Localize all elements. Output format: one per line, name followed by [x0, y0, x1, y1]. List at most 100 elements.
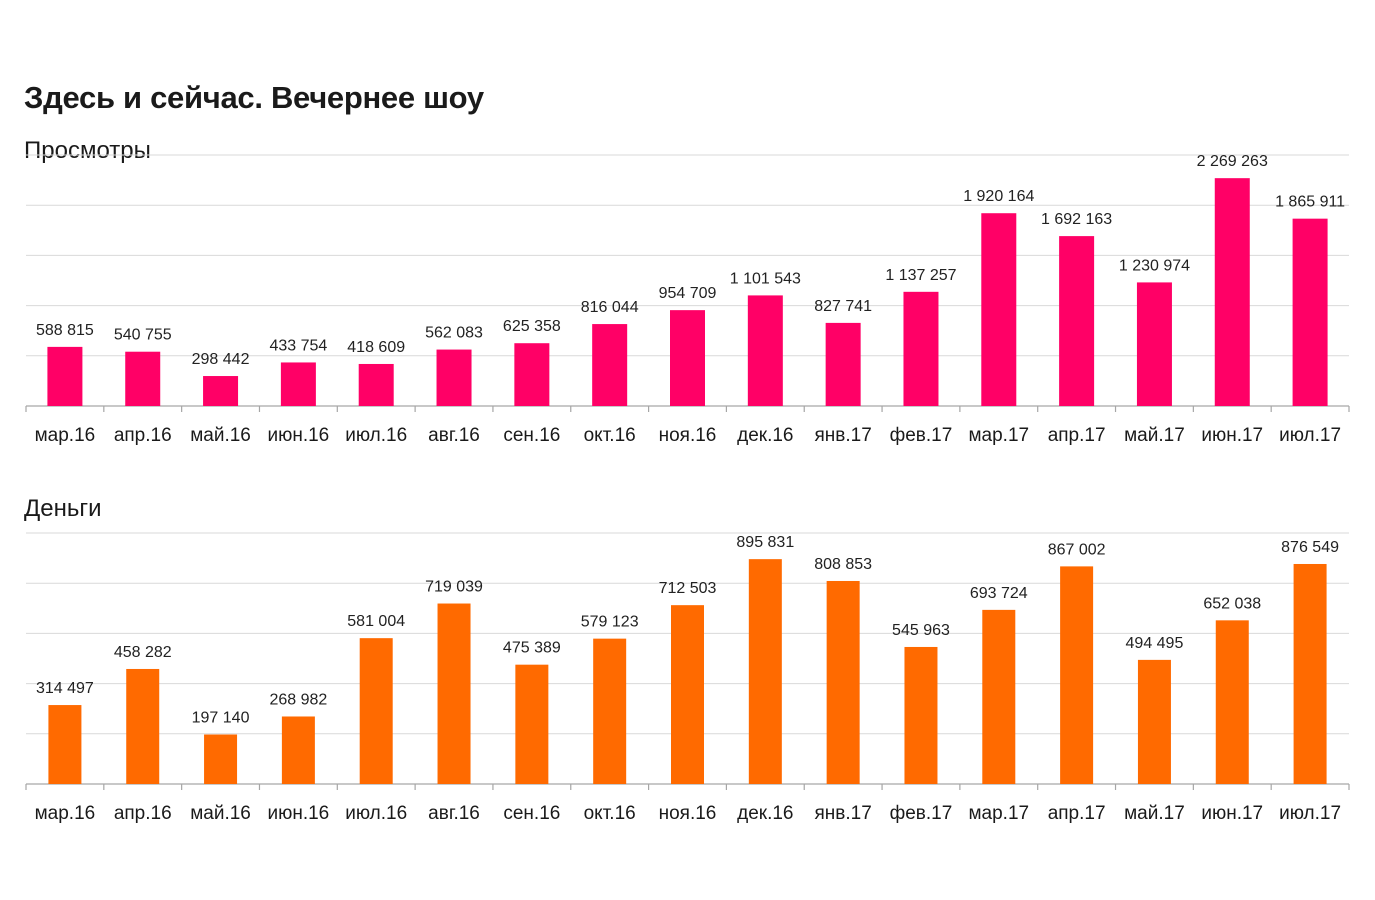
money-category-label: янв.17	[814, 803, 871, 824]
views-value-label: 433 754	[269, 337, 327, 354]
money-category-label: окт.16	[584, 803, 636, 824]
views-value-label: 625 358	[503, 318, 561, 335]
money-category-label: фев.17	[890, 803, 953, 824]
views-category-label: окт.16	[584, 425, 636, 446]
views-value-label: 954 709	[659, 285, 717, 302]
views-bar	[825, 322, 861, 406]
views-value-label: 1 230 974	[1119, 257, 1190, 274]
views-bar	[1214, 178, 1250, 406]
views-value-label: 562 083	[425, 325, 483, 342]
money-value-label: 895 831	[736, 534, 794, 551]
money-value-label: 475 389	[503, 640, 561, 657]
money-value-label: 494 495	[1126, 635, 1184, 652]
views-bar	[358, 363, 394, 406]
money-bar	[515, 664, 549, 784]
views-bar	[670, 310, 705, 406]
money-value-label: 579 123	[581, 614, 639, 631]
money-category-label: июл.16	[345, 803, 407, 824]
money-value-label: 693 724	[970, 585, 1028, 602]
money-value-label: 458 282	[114, 644, 172, 661]
money-bar	[671, 605, 704, 784]
views-category-label: апр.16	[114, 425, 172, 446]
money-category-label: авг.16	[428, 803, 480, 824]
money-category-label: мар.17	[968, 803, 1029, 824]
views-category-label: июл.16	[345, 425, 407, 446]
views-bar	[903, 291, 939, 406]
views-category-label: дек.16	[737, 425, 793, 446]
views-chart-title: Просмотры	[24, 137, 151, 164]
money-bar	[204, 734, 238, 784]
money-value-label: 876 549	[1281, 539, 1339, 556]
views-category-label: ноя.16	[659, 425, 717, 446]
views-value-label: 298 442	[192, 351, 250, 368]
money-category-label: апр.16	[114, 803, 172, 824]
views-bar-chart: 588 815 мар.16 540 755 апр.16 298 442 май.16 4…	[25, 153, 1350, 446]
views-bar	[436, 349, 472, 406]
views-bar	[1292, 218, 1328, 406]
money-chart-title: Деньги	[24, 495, 102, 522]
money-bar	[1215, 620, 1249, 784]
money-value-label: 545 963	[892, 622, 950, 639]
money-bar	[1060, 566, 1094, 784]
views-category-label: янв.17	[814, 425, 871, 446]
views-category-label: июл.17	[1279, 425, 1341, 446]
money-value-label: 712 503	[659, 580, 717, 597]
money-bar	[437, 603, 471, 784]
money-value-label: 719 039	[425, 579, 483, 596]
money-category-label: май.16	[190, 803, 251, 824]
money-category-label: май.17	[1124, 803, 1185, 824]
money-value-label: 314 497	[36, 680, 94, 697]
views-bar	[592, 324, 628, 406]
views-category-label: июн.16	[267, 425, 329, 446]
views-value-label: 1 101 543	[730, 270, 801, 287]
money-value-label: 197 140	[192, 710, 250, 727]
money-category-label: июн.16	[267, 803, 329, 824]
views-value-label: 1 137 257	[885, 267, 956, 284]
views-category-label: апр.17	[1048, 425, 1106, 446]
money-value-label: 652 038	[1203, 595, 1261, 612]
money-category-label: июн.17	[1201, 803, 1263, 824]
money-bar	[593, 638, 627, 784]
money-bar	[748, 559, 782, 784]
money-category-label: июл.17	[1279, 803, 1341, 824]
money-bar	[281, 716, 315, 784]
money-category-label: дек.16	[737, 803, 793, 824]
views-bar	[981, 213, 1017, 406]
views-bar	[125, 351, 161, 406]
views-value-label: 1 920 164	[963, 188, 1034, 205]
views-bar	[747, 295, 783, 406]
views-value-label: 418 609	[347, 339, 405, 356]
views-category-label: июн.17	[1201, 425, 1263, 446]
money-bar	[126, 668, 160, 784]
views-bar	[280, 362, 316, 406]
money-value-label: 808 853	[814, 556, 872, 573]
money-bar-chart: 314 497 мар.16 458 282 апр.16 197 140 май.16 2…	[25, 532, 1350, 824]
money-bar	[48, 705, 82, 784]
views-category-label: фев.17	[890, 425, 953, 446]
money-bar	[826, 580, 860, 784]
views-category-label: сен.16	[503, 425, 560, 446]
money-value-label: 268 982	[269, 691, 327, 708]
views-category-label: мар.17	[968, 425, 1029, 446]
money-bar	[904, 646, 938, 784]
money-value-label: 867 002	[1048, 541, 1106, 558]
views-value-label: 588 815	[36, 322, 94, 339]
money-bar	[1137, 659, 1171, 784]
money-bar	[982, 609, 1016, 784]
views-value-label: 1 692 163	[1041, 211, 1112, 228]
views-value-label: 1 865 911	[1275, 194, 1345, 211]
money-bar	[359, 638, 393, 784]
views-category-label: мар.16	[35, 425, 96, 446]
views-value-label: 2 269 263	[1197, 153, 1268, 170]
views-bar	[203, 376, 239, 406]
views-category-label: май.17	[1124, 425, 1185, 446]
page-title: Здесь и сейчас. Вечернее шоу	[24, 80, 484, 115]
money-category-label: сен.16	[503, 803, 560, 824]
money-value-label: 581 004	[347, 613, 405, 630]
views-value-label: 827 741	[814, 298, 872, 315]
views-bar	[1136, 282, 1172, 406]
money-category-label: мар.16	[35, 803, 96, 824]
money-category-label: ноя.16	[659, 803, 717, 824]
money-category-label: апр.17	[1048, 803, 1106, 824]
views-bar	[1059, 236, 1095, 406]
